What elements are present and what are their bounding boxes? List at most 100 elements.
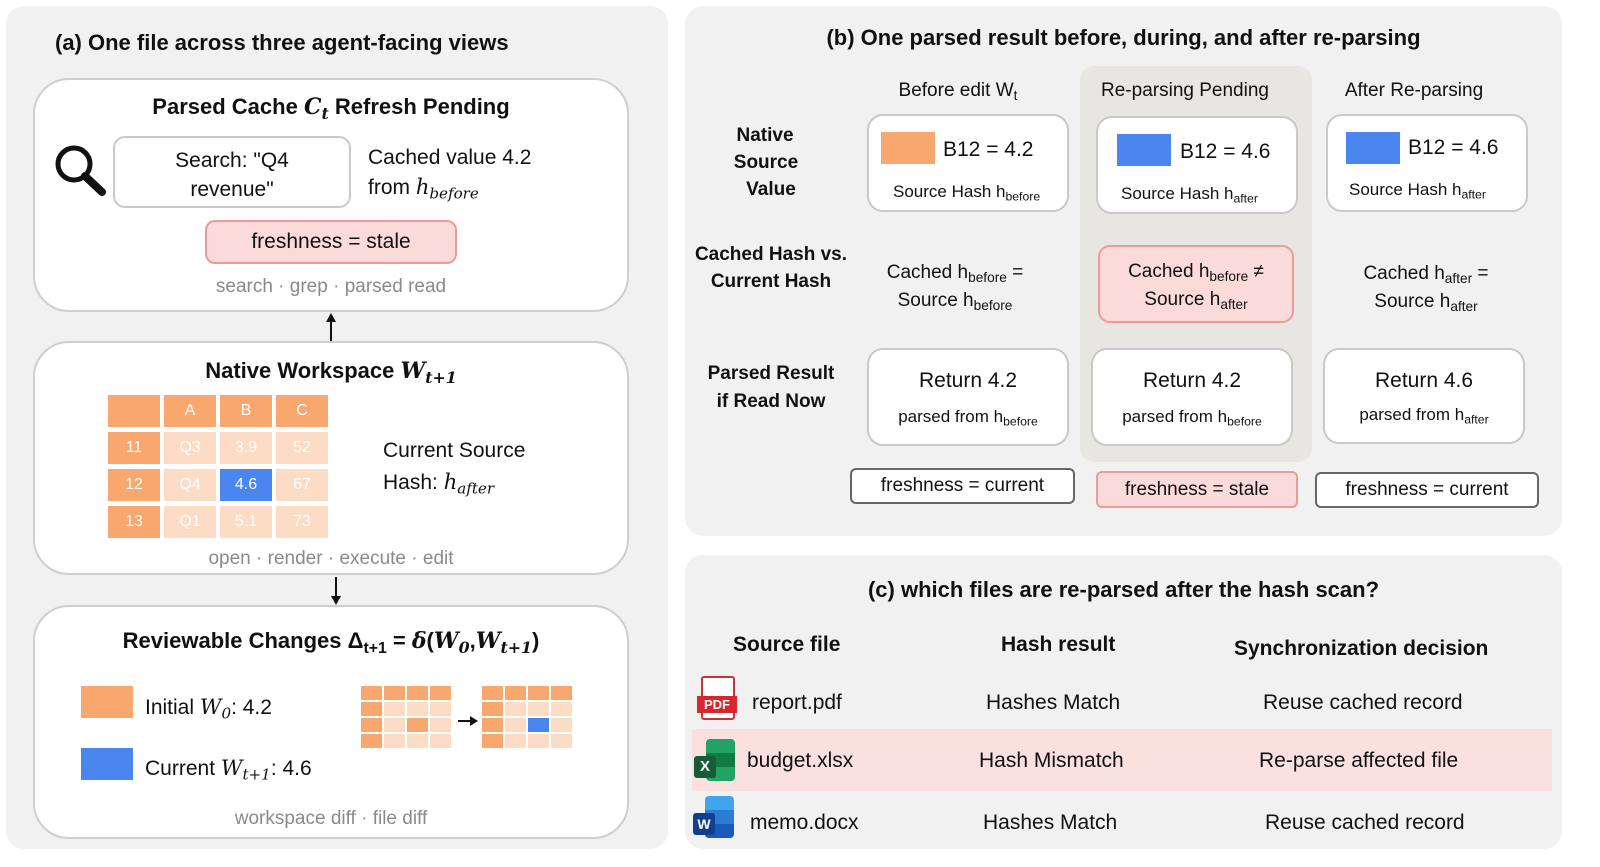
panel-b-title: (b) One parsed result before, during, an… [826, 25, 1421, 50]
cached-value-line2: from hbefore [368, 175, 479, 203]
header-source-file: Source file [733, 633, 841, 656]
sync-decision: Reuse cached record [1263, 691, 1463, 714]
native-source-hash: Source Hash hbefore [893, 182, 1041, 204]
mini-grid-cell [505, 702, 526, 716]
pdf-icon: PDF [697, 676, 737, 720]
search-query-line2: revenue" [190, 178, 274, 201]
spreadsheet-cell: Q3 [164, 432, 216, 464]
row-label-hash-comparison: Cached Hash vs. Current Hash [694, 244, 848, 292]
spreadsheet-header-cell: B [220, 395, 272, 427]
arrow-right-icon [458, 716, 478, 726]
mini-grid-cell [407, 718, 428, 732]
orange-swatch [881, 132, 935, 164]
native-source-hash: Source Hash hafter [1121, 184, 1258, 206]
native-value-before: B12 = 4.2 Source Hash hbefore [867, 114, 1069, 212]
spreadsheet-cell: 4.6 [220, 469, 272, 501]
hash-result: Hash Mismatch [979, 749, 1124, 772]
row-label-parsed-result: Parsed Result if Read Now [707, 363, 835, 412]
native-workspace-title: Native Workspace Wt+1 [205, 358, 457, 387]
current-source-hash-line2: Hash: hafter [383, 470, 495, 498]
native-cell-value: B12 = 4.2 [943, 138, 1034, 161]
sync-decision: Reuse cached record [1265, 811, 1465, 834]
spreadsheet-cell: 5.1 [220, 506, 272, 538]
mini-grid-cell [482, 734, 503, 748]
current-label: Current Wt+1: 4.6 [145, 756, 312, 784]
spreadsheet-cell: Q1 [164, 506, 216, 538]
header-hash-result: Hash result [1001, 633, 1116, 656]
mini-grid-cell [384, 718, 405, 732]
parsed-cache-title: Parsed Cache Ct Refresh Pending [152, 94, 510, 123]
panel-c-title: (c) which files are re-parsed after the … [867, 577, 1380, 602]
spreadsheet-header-cell: C [276, 395, 328, 427]
mini-grid-cell [430, 686, 451, 700]
arrow-up-icon [326, 313, 336, 341]
mini-grid-cell [551, 718, 572, 732]
parsed-return-value: Return 4.2 [1142, 369, 1242, 392]
hash-result: Hashes Match [983, 811, 1118, 834]
parsed-from-hash: parsed from hafter [1359, 405, 1489, 427]
initial-label: Initial W0: 4.2 [145, 695, 272, 723]
parsed-result-before: Return 4.2 parsed from hbefore [867, 348, 1069, 446]
mini-grid-cell [430, 734, 451, 748]
mini-grid-cell [407, 702, 428, 716]
cache-footer: search · grep · parsed read [215, 276, 447, 297]
file-name: memo.docx [750, 811, 859, 834]
blue-swatch [1117, 134, 1171, 166]
initial-swatch [81, 686, 133, 718]
excel-icon: X [694, 739, 735, 783]
mini-grid-cell [361, 718, 382, 732]
sync-decision: Re-parse affected file [1259, 749, 1459, 772]
mini-grid-cell [505, 734, 526, 748]
mini-grid-cell [528, 686, 549, 700]
column-after-reparsing: After Re-parsing [1344, 80, 1484, 101]
mini-grid-cell [551, 686, 572, 700]
native-source-hash: Source Hash hafter [1349, 180, 1486, 202]
mini-grid-cell [430, 702, 451, 716]
native-cell-value: B12 = 4.6 [1180, 140, 1271, 163]
header-sync-decision: Synchronization decision [1234, 637, 1489, 660]
native-value-pending: B12 = 4.6 Source Hash hafter [1096, 116, 1298, 214]
spreadsheet-cell: 73 [276, 506, 328, 538]
mismatch-row-highlight [692, 729, 1552, 791]
spreadsheet-header-cell [108, 395, 160, 427]
cached-value-line1: Cached value 4.2 [368, 146, 532, 169]
spreadsheet-cell: Q4 [164, 469, 216, 501]
freshness-after-badge: freshness = current [1315, 472, 1539, 508]
column-before-edit: Before edit Wt [898, 80, 1018, 104]
current-swatch [81, 748, 133, 780]
mini-grid-cell [551, 702, 572, 716]
row-label-native-source-value: Native Source Value [733, 125, 799, 200]
parsed-return-value: Return 4.6 [1374, 369, 1474, 392]
search-query-line1: Search: "Q4 [175, 149, 289, 172]
search-query-box: Search: "Q4 revenue" [113, 136, 351, 208]
parsed-result-after: Return 4.6 parsed from hafter [1323, 348, 1525, 444]
parsed-result-pending: Return 4.2 parsed from hbefore [1091, 348, 1293, 446]
panel-c [685, 555, 1562, 849]
search-icon [55, 145, 106, 196]
spreadsheet-cell: 3.9 [220, 432, 272, 464]
spreadsheet-cell: 52 [276, 432, 328, 464]
parsed-from-hash: parsed from hbefore [1122, 407, 1262, 429]
native-value-after: B12 = 4.6 Source Hash hafter [1326, 114, 1528, 212]
hash-compare-before: Cached hbefore = Source hbefore [886, 262, 1024, 314]
hash-result: Hashes Match [986, 691, 1121, 714]
mini-grid-cell [361, 734, 382, 748]
mini-grid-cell [528, 718, 549, 732]
arrow-down-icon [331, 577, 341, 605]
mini-grid-cell [430, 718, 451, 732]
reviewable-changes-title: Reviewable Changes Δt+1 = δ(W0,Wt+1) [122, 628, 540, 657]
cache-freshness-badge: freshness = stale [205, 220, 457, 264]
mini-grid-cell [482, 686, 503, 700]
changes-footer: workspace diff · file diff [234, 808, 428, 829]
hash-compare-pending: Cached hbefore ≠ Source hafter [1098, 245, 1294, 323]
mini-grid-cell [384, 686, 405, 700]
spreadsheet-row-number: 13 [108, 506, 160, 538]
word-icon: W [693, 796, 734, 840]
mini-grid-cell [407, 734, 428, 748]
parsed-from-hash: parsed from hbefore [898, 407, 1038, 429]
workspace-footer: open · render · execute · edit [208, 548, 454, 569]
file-name: report.pdf [752, 691, 842, 714]
mini-grid-cell [505, 718, 526, 732]
mini-grid-cell [528, 734, 549, 748]
spreadsheet-row-number: 12 [108, 469, 160, 501]
